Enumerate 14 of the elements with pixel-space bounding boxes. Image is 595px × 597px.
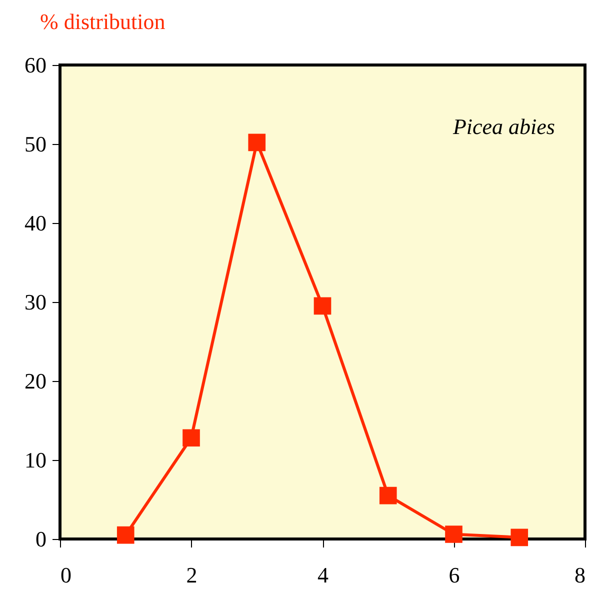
y-tick-label: 50 bbox=[24, 132, 46, 156]
x-tick-label: 4 bbox=[318, 562, 328, 588]
y-tick-label: 40 bbox=[24, 210, 46, 236]
chart-title: % distribution bbox=[40, 9, 166, 34]
y-tick-label: 20 bbox=[24, 368, 46, 394]
y-tick-label: 10 bbox=[24, 448, 46, 472]
y-tick-label: 0 bbox=[36, 526, 46, 552]
x-tick-label: 0 bbox=[60, 562, 72, 588]
y-tick-label: 60 bbox=[24, 52, 46, 78]
x-tick-label: 8 bbox=[574, 562, 586, 588]
x-tick-label: 2 bbox=[186, 562, 198, 588]
x-tick-label: 6 bbox=[448, 562, 460, 588]
y-tick-label: 30 bbox=[24, 290, 46, 314]
annotation: Picea abies bbox=[452, 114, 555, 139]
